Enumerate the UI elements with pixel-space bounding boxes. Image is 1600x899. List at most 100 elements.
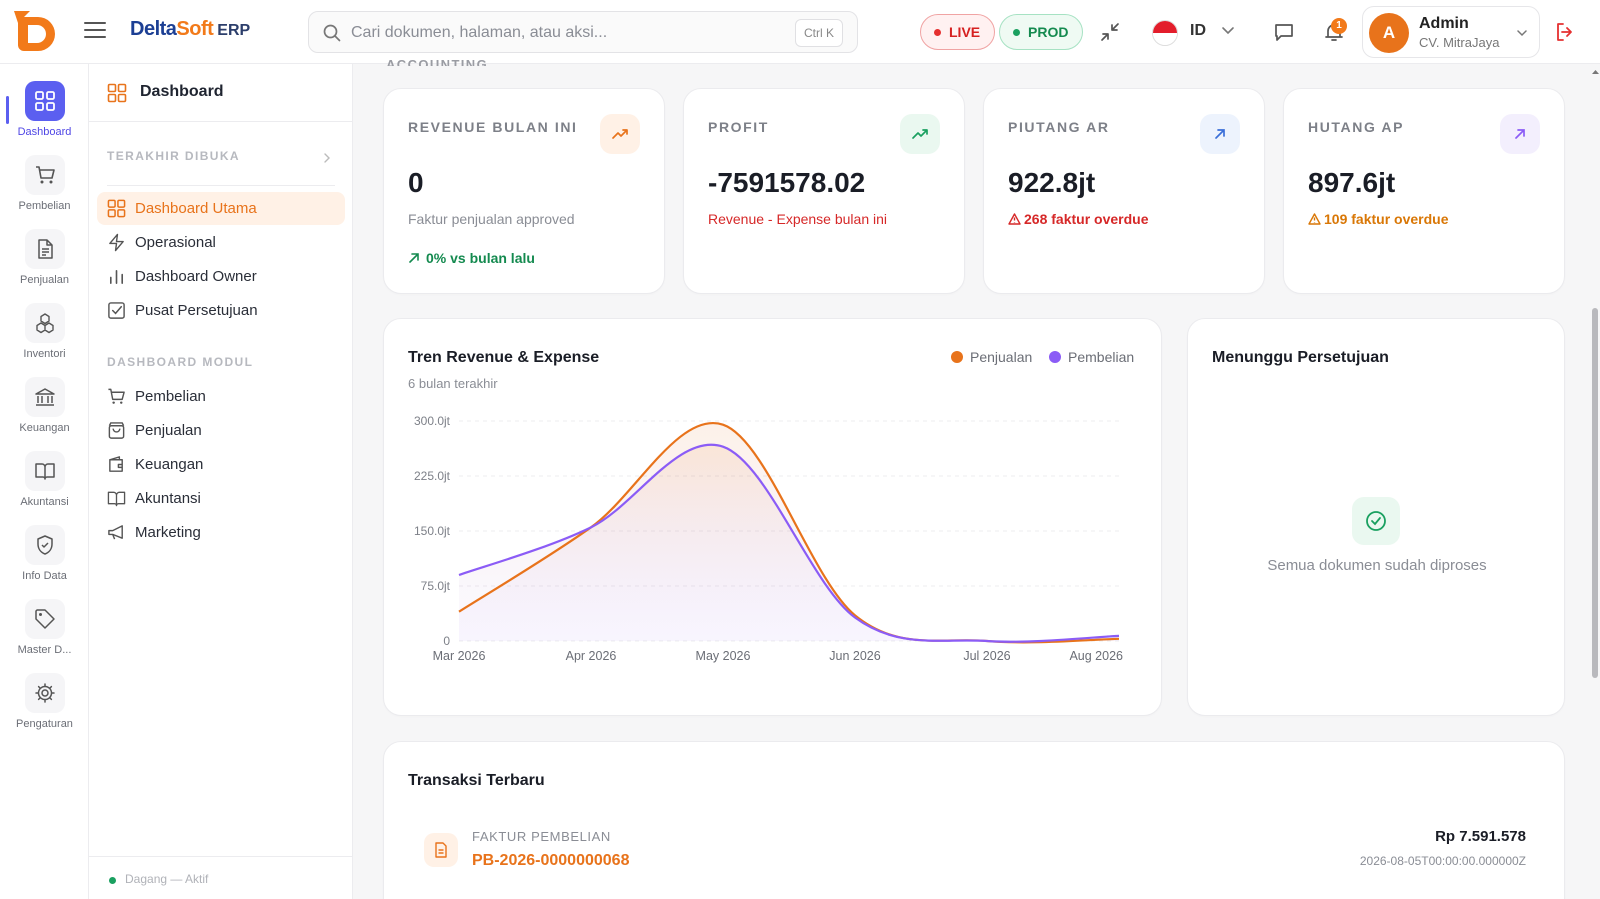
chevron-down-icon xyxy=(1517,30,1527,37)
cart-icon xyxy=(108,388,125,404)
sidenav-item-pembelian[interactable]: Pembelian xyxy=(97,380,345,413)
sidenav-item-penjualan[interactable]: Penjualan xyxy=(97,414,345,447)
transactions-title: Transaksi Terbaru xyxy=(408,772,545,789)
rail-item-penjualan[interactable]: Penjualan xyxy=(0,229,89,295)
recent-transactions-card: Transaksi Terbaru FAKTUR PEMBELIAN PB-20… xyxy=(383,741,1565,899)
book-icon xyxy=(34,463,55,480)
rail-item-akuntansi[interactable]: Akuntansi xyxy=(0,451,89,517)
indonesia-flag-icon[interactable] xyxy=(1152,20,1178,46)
approval-title: Menunggu Persetujuan xyxy=(1212,349,1389,366)
sidenav-item-marketing[interactable]: Marketing xyxy=(97,516,345,549)
trend-up-icon xyxy=(600,114,640,154)
checkbox-icon xyxy=(108,302,125,319)
rail-item-pengaturan[interactable]: Pengaturan xyxy=(0,673,89,739)
bar-chart-icon xyxy=(109,269,124,284)
notification-count-badge: 1 xyxy=(1331,18,1347,34)
sidenav-title: Dashboard xyxy=(140,83,224,100)
check-circle-icon xyxy=(1352,497,1400,545)
chat-icon[interactable] xyxy=(1272,20,1296,44)
collapse-arrows-icon[interactable] xyxy=(1098,20,1122,44)
gear-icon xyxy=(34,683,55,703)
kpi-card-hutang: HUTANG AP 897.6jt 109 faktur overdue xyxy=(1283,88,1565,294)
x-tick-label: Jun 2026 xyxy=(829,649,880,663)
module-rail: Dashboard Pembelian Penjualan Inventori … xyxy=(0,64,89,899)
kpi-card-profit: PROFIT -7591578.02 Revenue - Expense bul… xyxy=(683,88,965,294)
arrow-up-right-icon xyxy=(1500,114,1540,154)
sidenav-item-keuangan[interactable]: Keuangan xyxy=(97,448,345,481)
user-company: CV. MitraJaya xyxy=(1419,35,1500,50)
rail-item-pembelian[interactable]: Pembelian xyxy=(0,155,89,221)
arrow-up-right-icon xyxy=(409,253,419,263)
legend-item-pembelian[interactable]: Pembelian xyxy=(1049,349,1134,365)
boxes-icon xyxy=(35,313,54,334)
user-name: Admin xyxy=(1419,15,1469,32)
chevron-down-icon[interactable] xyxy=(1220,22,1236,38)
brand-name: DeltaSoft ERP xyxy=(130,18,251,40)
search-icon xyxy=(323,24,341,42)
sidenav-item-dashboard-owner[interactable]: Dashboard Owner xyxy=(97,260,345,293)
shield-check-icon xyxy=(36,535,53,555)
sidenav-item-dashboard-utama[interactable]: Dashboard Utama xyxy=(97,192,345,225)
global-search[interactable]: Ctrl K xyxy=(308,11,858,53)
empty-state-text: Semua dokumen sudah diproses xyxy=(1267,557,1487,574)
sidenav-item-akuntansi[interactable]: Akuntansi xyxy=(97,482,345,515)
kpi-value: 0 xyxy=(408,167,424,198)
avatar: A xyxy=(1369,13,1409,53)
shopping-bag-icon xyxy=(108,422,125,439)
x-tick-label: May 2026 xyxy=(696,649,751,663)
x-tick-label: Mar 2026 xyxy=(433,649,486,663)
tenant-status: Dagang — Aktif xyxy=(89,856,353,899)
scrollbar-thumb[interactable] xyxy=(1592,308,1598,678)
rail-active-indicator xyxy=(6,96,9,124)
sidenav-item-operasional[interactable]: Operasional xyxy=(97,226,345,259)
page-scrollbar[interactable] xyxy=(1591,64,1600,899)
y-tick-label: 0 xyxy=(443,634,450,648)
book-icon xyxy=(107,491,126,507)
sidenav-header: Dashboard xyxy=(89,64,353,122)
live-status-badge: LIVE xyxy=(920,14,996,50)
search-shortcut-hint: Ctrl K xyxy=(795,19,843,47)
transaction-number-link[interactable]: PB-2026-0000000068 xyxy=(472,852,630,869)
chart-title: Tren Revenue & Expense xyxy=(408,349,600,366)
language-selector[interactable]: ID xyxy=(1190,22,1206,39)
warning-icon xyxy=(1308,213,1321,225)
rail-item-info-data[interactable]: Info Data xyxy=(0,525,89,591)
series-area-pembelian xyxy=(459,444,1119,642)
recent-section-label[interactable]: TERAKHIR DIBUKA xyxy=(107,149,240,163)
deltasoft-logo-icon[interactable] xyxy=(14,11,60,53)
x-tick-label: Aug 2026 xyxy=(1069,649,1123,663)
user-menu[interactable]: A Admin CV. MitraJaya xyxy=(1362,6,1540,58)
scroll-up-arrow-icon[interactable] xyxy=(1591,68,1600,76)
chevron-right-icon[interactable] xyxy=(322,152,332,164)
rail-item-inventori[interactable]: Inventori xyxy=(0,303,89,369)
search-input[interactable] xyxy=(351,21,771,45)
rail-item-master-data[interactable]: Master D... xyxy=(0,599,89,665)
kpi-card-piutang: PIUTANG AR 922.8jt 268 faktur overdue xyxy=(983,88,1265,294)
y-tick-label: 300.0jt xyxy=(414,414,451,428)
kpi-subtitle: Faktur penjualan approved xyxy=(408,211,575,227)
bank-icon xyxy=(34,388,55,406)
kpi-subtitle: 268 faktur overdue xyxy=(1008,211,1149,227)
rail-item-keuangan[interactable]: Keuangan xyxy=(0,377,89,443)
sidenav-item-pusat-persetujuan[interactable]: Pusat Persetujuan xyxy=(97,294,345,327)
transaction-amount: Rp 7.591.578 xyxy=(1435,828,1526,845)
y-tick-label: 225.0jt xyxy=(414,469,451,483)
bolt-icon xyxy=(109,233,124,252)
menu-toggle-icon[interactable] xyxy=(84,22,106,40)
legend-item-penjualan[interactable]: Penjualan xyxy=(951,349,1032,365)
rail-item-dashboard[interactable]: Dashboard xyxy=(0,81,89,147)
module-section-label: DASHBOARD MODUL xyxy=(107,355,254,369)
kpi-value: 897.6jt xyxy=(1308,167,1396,198)
x-tick-label: Apr 2026 xyxy=(566,649,617,663)
trend-line-chart: 0 75.0jt 150.0jt 225.0jt 300.0jt Mar 2026 Apr … xyxy=(414,414,1123,663)
arrow-up-right-icon xyxy=(1200,114,1240,154)
cart-icon xyxy=(35,166,55,184)
logout-icon[interactable] xyxy=(1553,20,1577,44)
kpi-card-revenue: REVENUE BULAN INI 0 Faktur penjualan app… xyxy=(383,88,665,294)
pending-approval-card: Menunggu Persetujuan Semua dokumen sudah… xyxy=(1187,318,1565,716)
trend-up-icon xyxy=(900,114,940,154)
tag-icon xyxy=(34,609,55,629)
tenant-status-text: Dagang — Aktif xyxy=(125,872,209,886)
megaphone-icon xyxy=(108,525,123,540)
transaction-date: 2026-08-05T00:00:00.000000Z xyxy=(1359,854,1526,868)
